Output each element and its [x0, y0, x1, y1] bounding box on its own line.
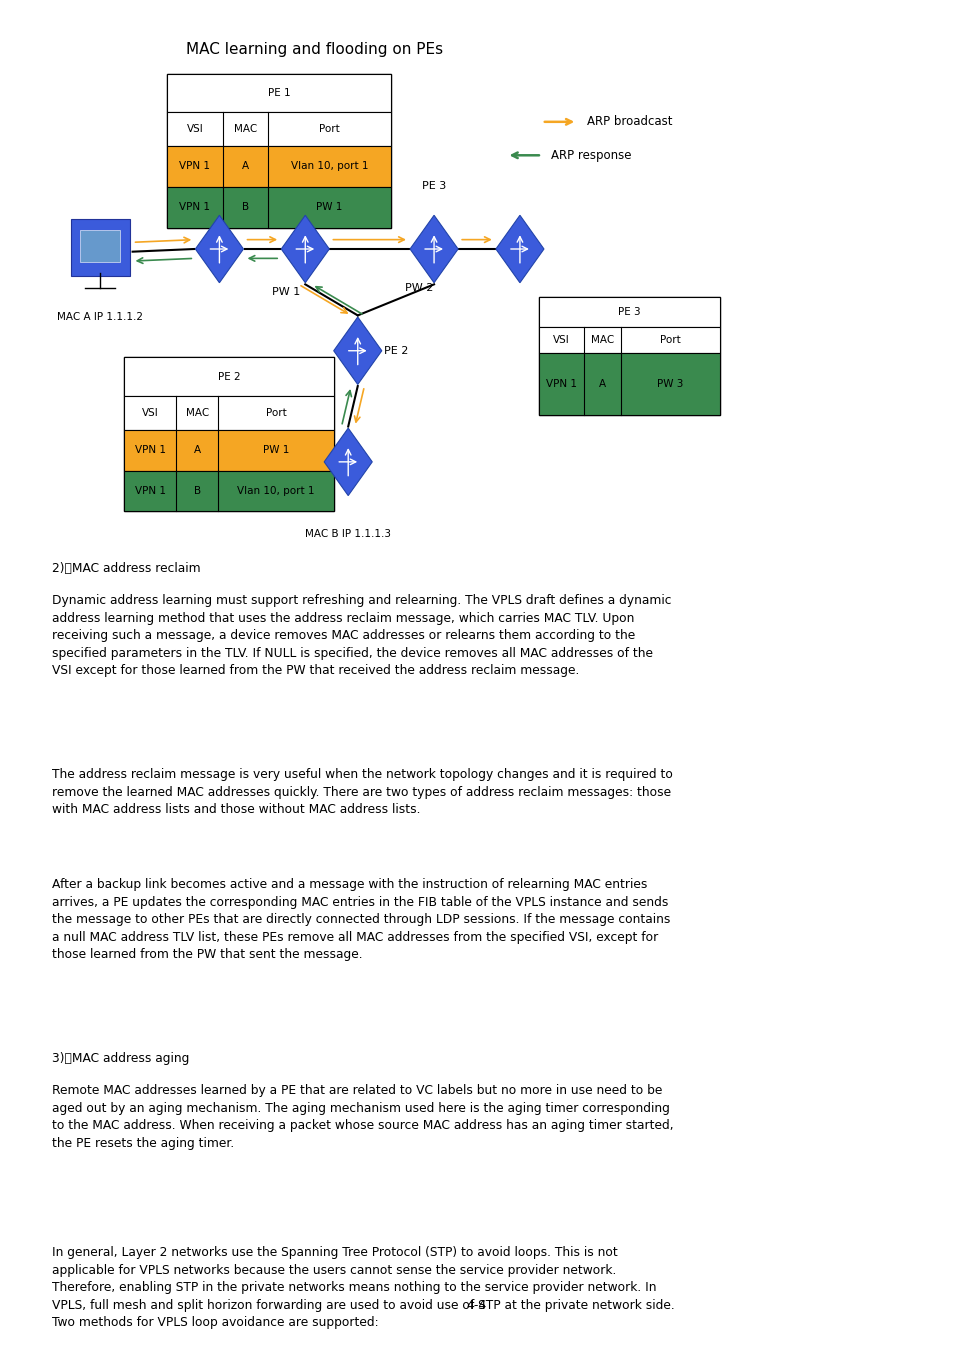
Text: 3)	MAC address aging: 3) MAC address aging [52, 1052, 190, 1065]
FancyBboxPatch shape [124, 396, 334, 429]
Text: VPN 1: VPN 1 [134, 446, 166, 455]
FancyBboxPatch shape [167, 74, 391, 228]
Text: VSI: VSI [553, 335, 570, 344]
Text: PE 1: PE 1 [293, 181, 317, 192]
Polygon shape [281, 215, 329, 282]
FancyBboxPatch shape [167, 186, 391, 228]
FancyBboxPatch shape [167, 112, 391, 146]
Text: B: B [193, 486, 201, 495]
Polygon shape [195, 215, 243, 282]
Text: PW 1: PW 1 [263, 446, 289, 455]
FancyBboxPatch shape [538, 352, 720, 414]
Text: A: A [598, 379, 605, 389]
Text: PE 3: PE 3 [618, 306, 640, 317]
FancyBboxPatch shape [538, 297, 720, 414]
Text: MAC: MAC [186, 408, 209, 418]
FancyBboxPatch shape [124, 358, 334, 512]
Text: Port: Port [659, 335, 680, 344]
Text: Port: Port [318, 124, 339, 134]
FancyBboxPatch shape [71, 219, 130, 275]
Text: 4-4: 4-4 [466, 1299, 487, 1312]
FancyBboxPatch shape [167, 74, 391, 112]
Text: VPN 1: VPN 1 [179, 202, 211, 212]
Text: In general, Layer 2 networks use the Spanning Tree Protocol (STP) to avoid loops: In general, Layer 2 networks use the Spa… [52, 1246, 675, 1330]
Text: The address reclaim message is very useful when the network topology changes and: The address reclaim message is very usef… [52, 768, 673, 817]
FancyBboxPatch shape [80, 231, 120, 262]
Text: VPN 1: VPN 1 [179, 162, 211, 171]
Text: PE 2: PE 2 [384, 346, 409, 356]
Text: VSI: VSI [187, 124, 203, 134]
FancyBboxPatch shape [124, 471, 334, 512]
Text: Vlan 10, port 1: Vlan 10, port 1 [291, 162, 368, 171]
Text: Vlan 10, port 1: Vlan 10, port 1 [237, 486, 314, 495]
Text: B: B [242, 202, 249, 212]
Text: ARP broadcast: ARP broadcast [586, 115, 672, 128]
Polygon shape [496, 215, 543, 282]
Text: A: A [242, 162, 249, 171]
Text: 2)	MAC address reclaim: 2) MAC address reclaim [52, 562, 201, 575]
FancyBboxPatch shape [124, 358, 334, 396]
Polygon shape [334, 317, 381, 385]
Text: PE 1: PE 1 [268, 88, 290, 97]
FancyBboxPatch shape [124, 429, 334, 471]
Text: MAC A IP 1.1.1.2: MAC A IP 1.1.1.2 [57, 312, 143, 321]
Text: PE 2: PE 2 [217, 371, 240, 382]
Text: VPN 1: VPN 1 [134, 486, 166, 495]
FancyBboxPatch shape [538, 297, 720, 327]
Text: Remote MAC addresses learned by a PE that are related to VC labels but no more i: Remote MAC addresses learned by a PE tha… [52, 1084, 674, 1150]
Text: VSI: VSI [142, 408, 158, 418]
Text: VPN 1: VPN 1 [546, 379, 577, 389]
Text: MAC learning and flooding on PEs: MAC learning and flooding on PEs [186, 42, 443, 57]
Polygon shape [410, 215, 457, 282]
Text: Port: Port [266, 408, 286, 418]
Text: ARP response: ARP response [551, 148, 631, 162]
Text: MAC B IP 1.1.1.3: MAC B IP 1.1.1.3 [305, 529, 391, 539]
Text: After a backup link becomes active and a message with the instruction of relearn: After a backup link becomes active and a… [52, 879, 670, 961]
Text: PW 2: PW 2 [405, 284, 434, 293]
Text: PW 1: PW 1 [272, 286, 300, 297]
Text: PW 1: PW 1 [316, 202, 342, 212]
FancyBboxPatch shape [538, 327, 720, 352]
Text: MAC: MAC [590, 335, 614, 344]
FancyBboxPatch shape [167, 146, 391, 186]
Polygon shape [324, 428, 372, 495]
Text: PW 3: PW 3 [355, 220, 383, 230]
Text: Dynamic address learning must support refreshing and relearning. The VPLS draft : Dynamic address learning must support re… [52, 594, 671, 678]
Text: PW 3: PW 3 [657, 379, 683, 389]
Text: MAC: MAC [233, 124, 256, 134]
Text: A: A [193, 446, 201, 455]
Text: PE 3: PE 3 [421, 181, 446, 192]
